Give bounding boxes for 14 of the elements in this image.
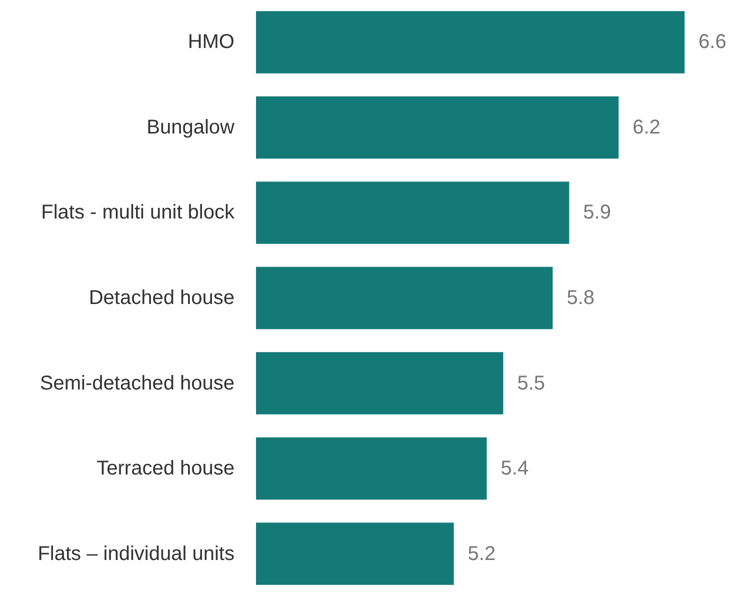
data-label: 6.2 (632, 116, 660, 138)
y-tick-label: Bungalow (146, 116, 236, 138)
data-label: 5.4 (500, 458, 529, 480)
data-label: 6.6 (698, 31, 726, 54)
y-tick-label: Terraced house (96, 458, 234, 480)
data-label: 5.8 (566, 287, 594, 309)
data-label: 5.2 (468, 542, 496, 565)
y-tick-label: Flats – individual units (38, 542, 234, 565)
data-label: 5.9 (583, 202, 611, 224)
y-tick-label: HMO (188, 31, 234, 54)
y-tick-label: Semi-detached house (40, 372, 234, 394)
data-label: 5.5 (517, 372, 546, 394)
y-tick-label: Detached house (88, 287, 234, 309)
y-tick-label: Flats - multi unit block (41, 202, 236, 224)
